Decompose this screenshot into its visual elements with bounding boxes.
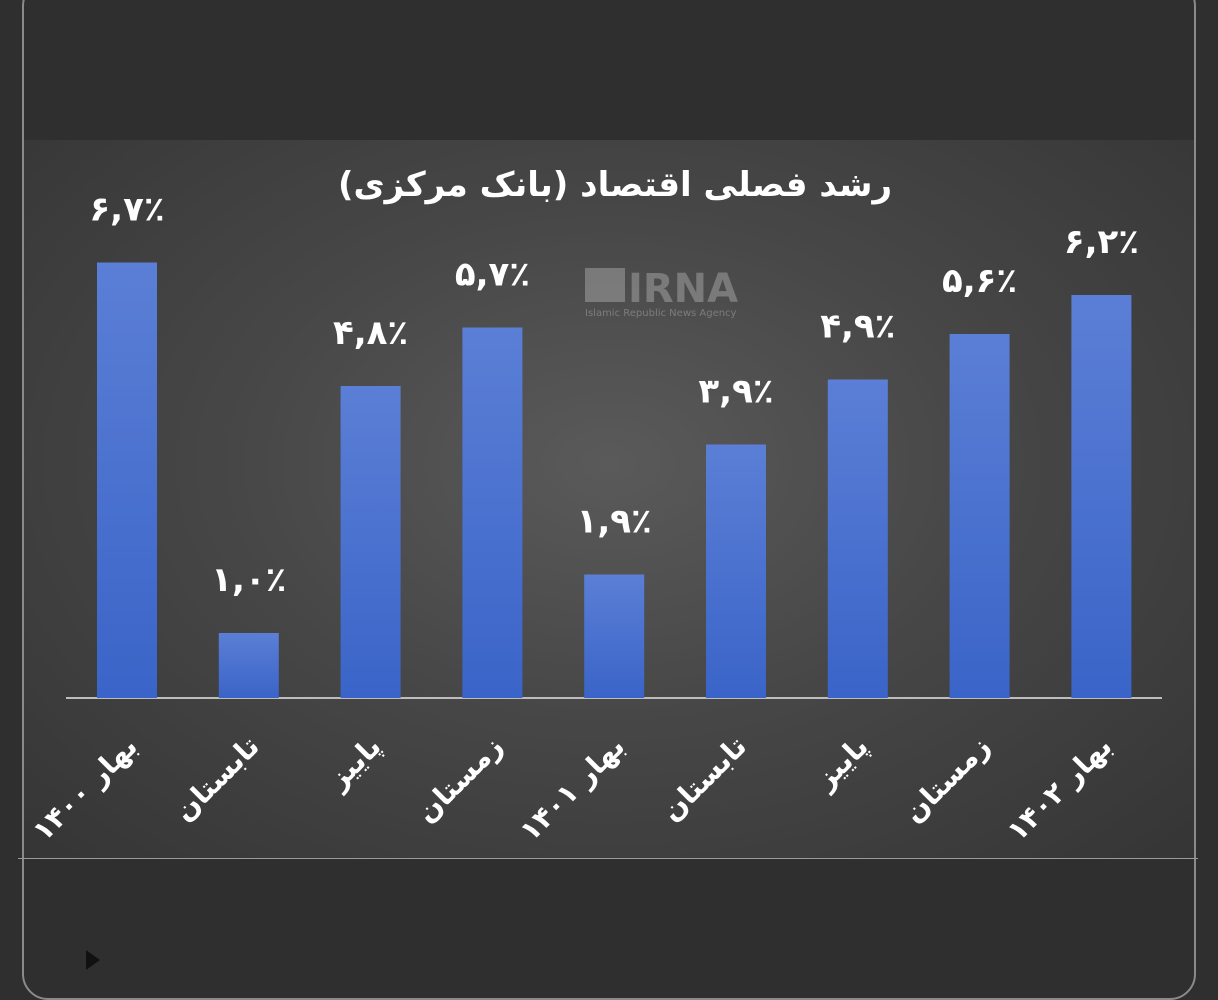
x-tick-label-9: بهار ۱۴۰۲ [1000,730,1118,848]
bar-7 [827,379,888,698]
x-tick-label-3: پاییز [320,730,387,797]
x-tick-label-1: بهار ۱۴۰۰ [26,730,144,848]
x-tick-label-8: زمستان [897,730,997,830]
data-label-4: ۵,۷٪ [455,255,530,295]
bar-8 [949,334,1010,698]
data-label-7: ۴,۹٪ [820,307,895,347]
data-label-8: ۵,۶٪ [942,261,1017,301]
x-tick-label-6: تابستان [655,730,753,828]
irna-tagline: Islamic Republic News Agency [585,308,737,319]
x-tick-label-4: زمستان [410,730,510,830]
bar-9 [1071,295,1132,698]
chart-title: رشد فصلی اقتصاد (بانک مرکزی) [338,165,892,205]
divider-line [18,858,1198,859]
bar-1 [97,262,157,698]
x-tick-label-5: بهار ۱۴۰۱ [513,730,631,848]
x-tick-label-7: پاییز [807,730,874,797]
bar-4 [462,327,523,698]
bar-6 [706,444,766,698]
irna-watermark: IRNA Islamic Republic News Agency [585,266,738,319]
data-label-6: ۳,۹٪ [698,372,773,412]
bar-2 [218,633,279,698]
irna-logo-mark [585,268,625,302]
irna-logo-text: IRNA [628,266,738,312]
data-label-1: ۶,۷٪ [89,190,164,230]
bar-5 [584,574,645,698]
data-label-5: ۱,۹٪ [577,502,652,542]
data-label-9: ۶,۲٪ [1064,222,1139,262]
data-label-2: ۱,۰٪ [211,560,286,600]
x-tick-label-2: تابستان [168,730,266,828]
data-label-3: ۴,۸٪ [333,313,408,353]
bar-chart: رشد فصلی اقتصاد (بانک مرکزی) IRNA Islami… [26,165,1162,848]
bar-3 [340,386,401,698]
